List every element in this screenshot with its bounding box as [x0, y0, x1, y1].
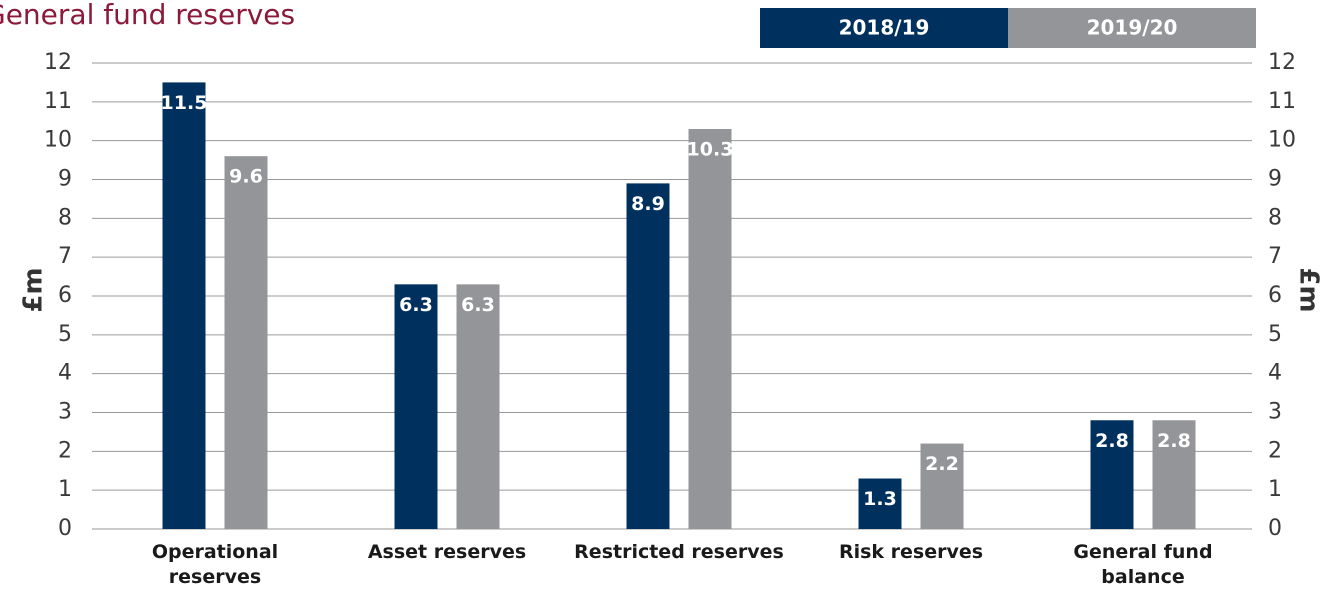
y2-axis-label: £m — [1294, 267, 1324, 312]
data-label: 6.3 — [399, 294, 433, 316]
data-label: 1.3 — [863, 488, 897, 510]
y-tick-label: 10 — [44, 128, 72, 153]
legend-label: 2018/19 — [839, 16, 930, 40]
y-tick-label: 9 — [58, 167, 72, 192]
legend-swatch — [1008, 8, 1256, 48]
x-tick-label: Restricted reserves — [574, 541, 784, 563]
y2-tick-label: 7 — [1268, 244, 1282, 269]
y2-tick-label: 8 — [1268, 205, 1282, 230]
data-label: 2.8 — [1095, 430, 1129, 452]
bar — [1090, 420, 1134, 529]
y-tick-label: 5 — [58, 322, 72, 347]
bar — [394, 284, 438, 529]
y2-tick-label: 10 — [1268, 128, 1296, 153]
legend-label: 2019/20 — [1087, 16, 1178, 40]
y-tick-label: 12 — [44, 50, 72, 75]
y2-tick-label: 1 — [1268, 477, 1282, 502]
x-tick-label: Operational reserves — [151, 541, 279, 588]
bar — [224, 156, 268, 529]
y-tick-label: 3 — [58, 400, 72, 425]
y2-tick-label: 12 — [1268, 50, 1296, 75]
data-label: 8.9 — [631, 193, 665, 215]
bar — [1152, 420, 1196, 529]
y2-tick-label: 4 — [1268, 361, 1282, 386]
y-axis-label: £m — [19, 267, 49, 312]
bar — [858, 478, 902, 529]
data-label: 11.5 — [161, 92, 208, 114]
y-tick-label: 7 — [58, 244, 72, 269]
y-tick-label: 6 — [58, 283, 72, 308]
y2-tick-label: 6 — [1268, 283, 1282, 308]
y-tick-label: 1 — [58, 477, 72, 502]
y-tick-label: 8 — [58, 205, 72, 230]
y2-tick-label: 3 — [1268, 400, 1282, 425]
y-tick-label: 11 — [44, 89, 72, 114]
bar — [626, 183, 670, 529]
data-label: 2.2 — [925, 453, 959, 475]
y-tick-label: 2 — [58, 438, 72, 463]
y2-tick-label: 9 — [1268, 167, 1282, 192]
y2-tick-label: 0 — [1268, 516, 1282, 541]
data-label: 10.3 — [687, 139, 734, 161]
legend-swatch — [760, 8, 1008, 48]
data-label: 9.6 — [229, 166, 263, 188]
data-label: 6.3 — [461, 294, 495, 316]
y2-tick-label: 2 — [1268, 438, 1282, 463]
y2-tick-label: 5 — [1268, 322, 1282, 347]
y2-tick-label: 11 — [1268, 89, 1296, 114]
y-tick-label: 4 — [58, 361, 72, 386]
bar — [162, 82, 206, 530]
x-tick-label: Risk reserves — [838, 541, 984, 563]
x-tick-label: General fund balance — [1073, 541, 1213, 588]
bar — [456, 284, 500, 529]
chart-title: General fund reserves — [0, 0, 295, 31]
data-label: 2.8 — [1157, 430, 1191, 452]
y-tick-label: 0 — [58, 516, 72, 541]
bar — [920, 443, 964, 529]
bar — [688, 129, 732, 529]
x-tick-label: Asset reserves — [367, 541, 527, 563]
